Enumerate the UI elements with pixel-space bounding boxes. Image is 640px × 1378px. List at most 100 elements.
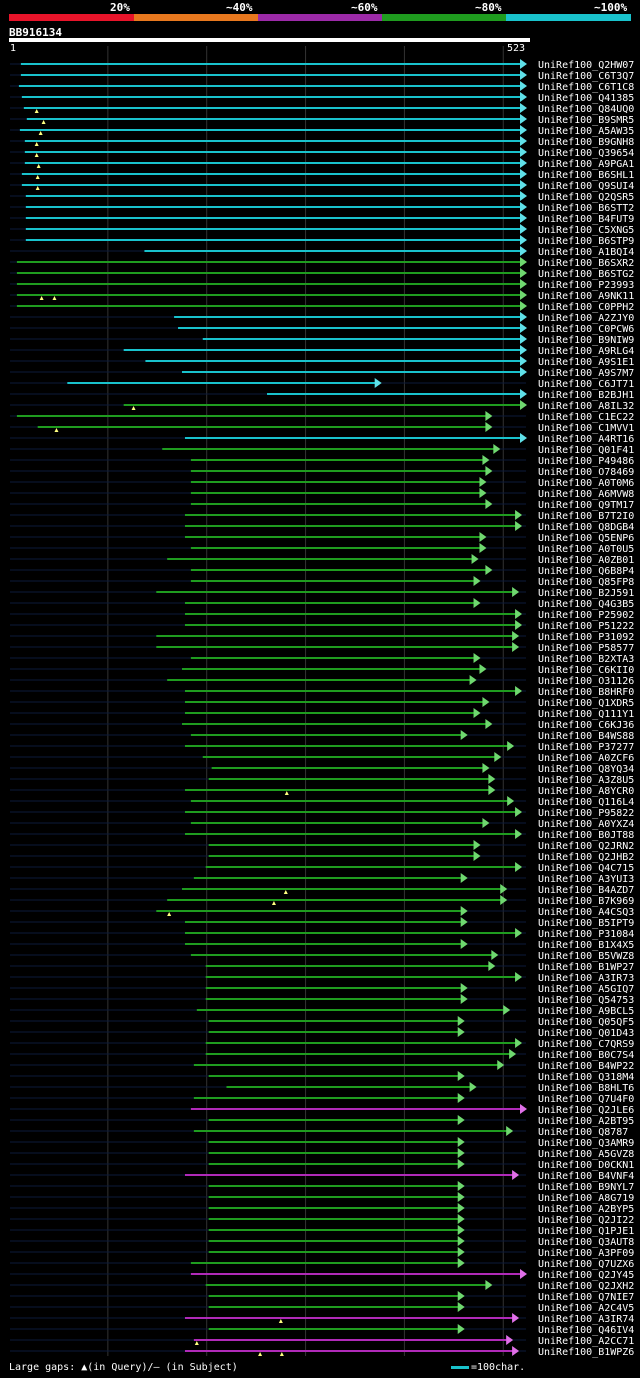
hit-row[interactable]: UniRef100_Q2JHB2 bbox=[10, 851, 634, 863]
hit-row[interactable]: UniRef100_B1X4X5 bbox=[10, 939, 634, 951]
hit-row[interactable]: UniRef100_Q84UQ0 bbox=[10, 103, 634, 115]
hit-row[interactable]: UniRef100_B4AZD7 bbox=[10, 884, 634, 896]
hit-row[interactable]: UniRef100_A3IR73 bbox=[10, 972, 634, 984]
hit-row[interactable]: UniRef100_Q01F41 bbox=[10, 444, 634, 456]
hit-row[interactable]: UniRef100_C0PCW6 bbox=[10, 323, 634, 335]
hit-row[interactable]: UniRef100_A6MVW8 bbox=[10, 488, 634, 500]
hit-row[interactable]: UniRef100_Q7UZX6 bbox=[10, 1258, 634, 1270]
hit-row[interactable]: UniRef100_Q2JLE6 bbox=[10, 1104, 634, 1116]
hit-row[interactable]: UniRef100_B6SHL1 bbox=[10, 169, 634, 181]
hit-row[interactable]: UniRef100_B0C7S4 bbox=[10, 1049, 634, 1061]
hit-row[interactable]: UniRef100_A9NK11 bbox=[10, 290, 634, 302]
hit-row[interactable]: UniRef100_O78469 bbox=[10, 466, 634, 478]
hit-row[interactable]: UniRef100_C6JT71 bbox=[10, 378, 634, 390]
hit-row[interactable]: UniRef100_Q8DGB4 bbox=[10, 521, 634, 533]
hit-row[interactable]: UniRef100_P37277 bbox=[10, 741, 634, 753]
hit-row[interactable]: UniRef100_Q3AUT8 bbox=[10, 1236, 634, 1248]
hit-row[interactable]: UniRef100_Q9SUI4 bbox=[10, 180, 634, 192]
hit-row[interactable]: UniRef100_B4VNF4 bbox=[10, 1170, 634, 1182]
hit-row[interactable]: UniRef100_B5IPT9 bbox=[10, 917, 634, 929]
hit-row[interactable]: UniRef100_C1EC22 bbox=[10, 411, 634, 423]
hit-row[interactable]: UniRef100_Q7NIE7 bbox=[10, 1291, 634, 1303]
hit-row[interactable]: UniRef100_A0T0M6 bbox=[10, 477, 634, 489]
hit-row[interactable]: UniRef100_Q111Y1 bbox=[10, 708, 634, 720]
hit-row[interactable]: UniRef100_O31126 bbox=[10, 675, 634, 687]
hit-row[interactable]: UniRef100_Q54753 bbox=[10, 994, 634, 1006]
hit-row[interactable]: UniRef100_P58577 bbox=[10, 642, 634, 654]
hit-row[interactable]: UniRef100_A2BYP5 bbox=[10, 1203, 634, 1215]
hit-row[interactable]: UniRef100_D0CKN1 bbox=[10, 1159, 634, 1171]
hit-row[interactable]: UniRef100_B0JT88 bbox=[10, 829, 634, 841]
hit-row[interactable]: UniRef100_C6T3Q7 bbox=[10, 70, 634, 82]
hit-row[interactable]: UniRef100_A4RT16 bbox=[10, 433, 634, 445]
hit-row[interactable]: UniRef100_P49486 bbox=[10, 455, 634, 467]
hit-row[interactable]: UniRef100_P31092 bbox=[10, 631, 634, 643]
hit-row[interactable]: UniRef100_Q2JRN2 bbox=[10, 840, 634, 852]
hit-row[interactable]: UniRef100_A9BCL5 bbox=[10, 1005, 634, 1017]
hit-row[interactable]: UniRef100_A3PF09 bbox=[10, 1247, 634, 1259]
hit-row[interactable]: UniRef100_A0ZB01 bbox=[10, 554, 634, 566]
hit-row[interactable]: UniRef100_B1WP27 bbox=[10, 961, 634, 973]
hit-row[interactable]: UniRef100_A0ZCF6 bbox=[10, 752, 634, 764]
hit-row[interactable]: UniRef100_A5GVZ8 bbox=[10, 1148, 634, 1160]
hit-row[interactable]: UniRef100_A8G719 bbox=[10, 1192, 634, 1204]
hit-row[interactable]: UniRef100_A5GIQ7 bbox=[10, 983, 634, 995]
hit-row[interactable]: UniRef100_B5VWZ8 bbox=[10, 950, 634, 962]
hit-row[interactable]: UniRef100_B8HLT6 bbox=[10, 1082, 634, 1094]
hit-row[interactable]: UniRef100_Q46IV4 bbox=[10, 1324, 634, 1336]
hit-row[interactable]: UniRef100_A0T0U5 bbox=[10, 543, 634, 555]
hit-row[interactable]: UniRef100_B7T2I0 bbox=[10, 510, 634, 522]
hit-row[interactable]: UniRef100_A9PGA1 bbox=[10, 158, 634, 170]
hit-row[interactable]: UniRef100_B9NIW9 bbox=[10, 334, 634, 346]
hit-row[interactable]: UniRef100_Q6B8P4 bbox=[10, 565, 634, 577]
hit-row[interactable]: UniRef100_C5XNG5 bbox=[10, 224, 634, 236]
hit-row[interactable]: UniRef100_B2J591 bbox=[10, 587, 634, 599]
hit-row[interactable]: UniRef100_Q41385 bbox=[10, 92, 634, 104]
hit-row[interactable]: UniRef100_A9S1E1 bbox=[10, 356, 634, 368]
hit-row[interactable]: UniRef100_P95822 bbox=[10, 807, 634, 819]
hit-row[interactable]: UniRef100_A3IR74 bbox=[10, 1313, 634, 1325]
hit-row[interactable]: UniRef100_Q5ENP6 bbox=[10, 532, 634, 544]
hit-row[interactable]: UniRef100_B6STG2 bbox=[10, 268, 634, 280]
hit-row[interactable]: UniRef100_Q4C715 bbox=[10, 862, 634, 874]
hit-row[interactable]: UniRef100_A3Z8U5 bbox=[10, 774, 634, 786]
hit-row[interactable]: UniRef100_C6KII0 bbox=[10, 664, 634, 676]
hit-row[interactable]: UniRef100_A0YXZ4 bbox=[10, 818, 634, 830]
hit-row[interactable]: UniRef100_P23993 bbox=[10, 279, 634, 291]
hit-row[interactable]: UniRef100_C0PPH2 bbox=[10, 301, 634, 313]
hit-row[interactable]: UniRef100_A2BT95 bbox=[10, 1115, 634, 1127]
hit-row[interactable]: UniRef100_B6SXR2 bbox=[10, 257, 634, 269]
hit-row[interactable]: UniRef100_Q9TM17 bbox=[10, 499, 634, 511]
hit-row[interactable]: UniRef100_B4WS88 bbox=[10, 730, 634, 742]
hit-row[interactable]: UniRef100_A8YCR0 bbox=[10, 785, 634, 797]
hit-row[interactable]: UniRef100_Q4G3B5 bbox=[10, 598, 634, 610]
hit-row[interactable]: UniRef100_Q39654 bbox=[10, 147, 634, 159]
hit-row[interactable]: UniRef100_Q1XDR5 bbox=[10, 697, 634, 709]
hit-row[interactable]: UniRef100_B9GNH8 bbox=[10, 136, 634, 148]
hit-row[interactable]: UniRef100_A5AW35 bbox=[10, 125, 634, 137]
hit-row[interactable]: UniRef100_Q85FP8 bbox=[10, 576, 634, 588]
hit-row[interactable]: UniRef100_A4CSQ3 bbox=[10, 906, 634, 918]
hit-row[interactable]: UniRef100_B9SMR5 bbox=[10, 114, 634, 126]
hit-row[interactable]: UniRef100_A2CC71 bbox=[10, 1335, 634, 1347]
hit-row[interactable]: UniRef100_B2BJH1 bbox=[10, 389, 634, 401]
hit-row[interactable]: UniRef100_Q05QF5 bbox=[10, 1016, 634, 1028]
hit-row[interactable]: UniRef100_A8IL32 bbox=[10, 400, 634, 412]
hit-row[interactable]: UniRef100_A1BQI4 bbox=[10, 246, 634, 258]
hit-row[interactable]: UniRef100_A2C4V5 bbox=[10, 1302, 634, 1314]
hit-row[interactable]: UniRef100_C6T1C8 bbox=[10, 81, 634, 93]
hit-row[interactable]: UniRef100_C1MVV1 bbox=[10, 422, 634, 434]
hit-row[interactable]: UniRef100_Q8787 bbox=[10, 1126, 628, 1138]
hit-row[interactable]: UniRef100_Q2HW07 bbox=[10, 59, 634, 71]
hit-row[interactable]: UniRef100_C7QRS9 bbox=[10, 1038, 634, 1050]
hit-row[interactable]: UniRef100_A9S7M7 bbox=[10, 367, 634, 379]
hit-row[interactable]: UniRef100_Q8YQ34 bbox=[10, 763, 634, 775]
hit-row[interactable]: UniRef100_Q3AMR9 bbox=[10, 1137, 634, 1149]
hit-row[interactable]: UniRef100_A3YUI3 bbox=[10, 873, 634, 885]
hit-row[interactable]: UniRef100_Q2JXH2 bbox=[10, 1280, 634, 1292]
hit-row[interactable]: UniRef100_B7K969 bbox=[10, 895, 634, 907]
hit-row[interactable]: UniRef100_B9NYL7 bbox=[10, 1181, 634, 1193]
hit-row[interactable]: UniRef100_P25902 bbox=[10, 609, 634, 621]
hit-row[interactable]: UniRef100_Q1PJE1 bbox=[10, 1225, 634, 1237]
hit-row[interactable]: UniRef100_C6KJ36 bbox=[10, 719, 634, 731]
